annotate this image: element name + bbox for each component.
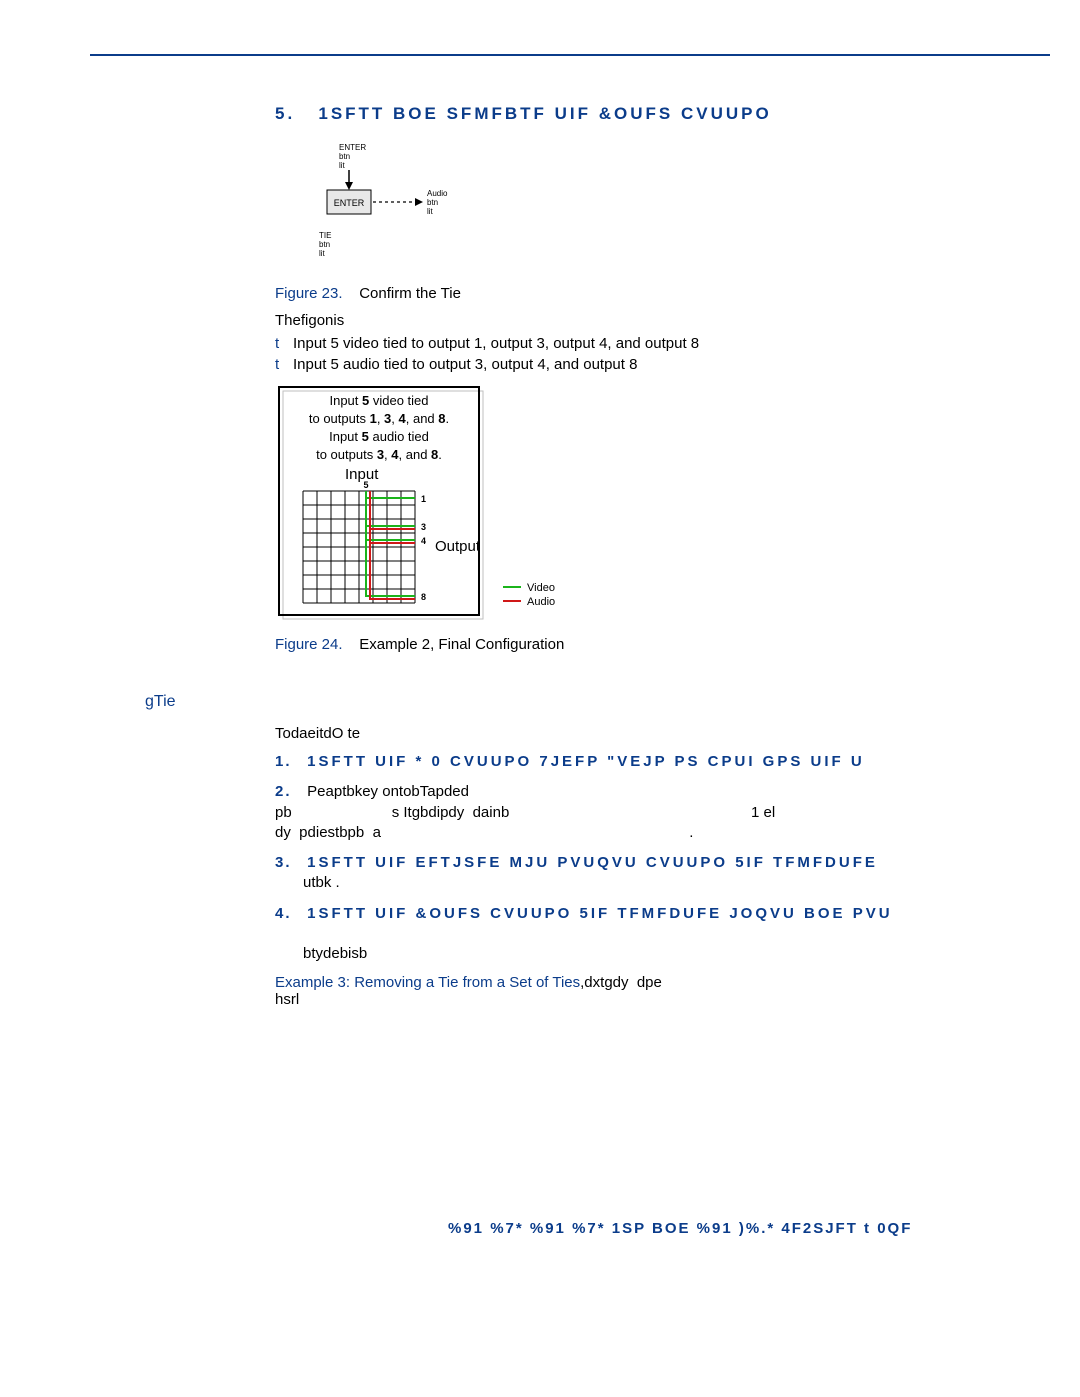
example-3-line: Example 3: Removing a Tie from a Set of …	[275, 974, 1055, 1008]
figure-23-label: Figure 23.	[275, 285, 343, 302]
input-tick-5: 5	[363, 480, 368, 490]
step-4: 4. 1SFTT UIF &OUFS CVUUPO 5IF TFMFDUFE J…	[275, 904, 1055, 965]
enter-button-label: ENTER	[334, 198, 365, 208]
step-4-text: 1SFTT UIF &OUFS CVUUPO 5IF TFMFDUFE JOQV…	[307, 905, 892, 922]
grid-diagram: Input 5 video tied to outputs 1, 3, 4, a…	[275, 383, 1055, 628]
figure-24-label: Figure 24.	[275, 636, 343, 653]
removing-intro: TodaeitdO te	[275, 725, 1055, 742]
legend: Video Audio	[503, 582, 555, 608]
removing-steps: 1. 1SFTT UIF * 0 CVUUPO 7JEFP "VEJP PS C…	[275, 752, 1055, 964]
enter-right-label-2: btn	[427, 198, 438, 207]
bullet-list: tInput 5 video tied to output 1, output …	[275, 335, 1055, 373]
enter-bottom-label-1: TIE	[319, 231, 331, 240]
legend-video-label: Video	[527, 582, 555, 594]
enter-top-label-2: btn	[339, 152, 350, 161]
bullet-item: tInput 5 audio tied to output 3, output …	[275, 356, 1055, 373]
bullet-text-1: Input 5 video tied to output 1, output 3…	[293, 335, 699, 352]
config-label: Thefigonis	[275, 312, 1055, 329]
arrow-down-head-icon	[345, 182, 353, 190]
removing-tie-heading: gTie	[145, 693, 1055, 711]
step-5-heading: 5. 1SFTT BOE SFMFBTF UIF &OUFS CVUUPO	[275, 104, 1055, 124]
bullet-marker: t	[275, 335, 293, 352]
bullet-marker: t	[275, 356, 293, 373]
enter-right-label-1: Audio	[427, 189, 448, 198]
example-3-link[interactable]: Example 3: Removing a Tie from a Set of …	[275, 974, 580, 991]
enter-top-label-3: lit	[339, 161, 346, 170]
main-content: 5. 1SFTT BOE SFMFBTF UIF &OUFS CVUUPO EN…	[275, 104, 1055, 1008]
enter-diagram: ENTER btn lit ENTER Audio btn lit TIE bt…	[299, 140, 1055, 275]
step-5-number: 5.	[275, 104, 295, 123]
step-num: 3.	[275, 853, 303, 873]
enter-bottom-label-2: btn	[319, 240, 330, 249]
output-tick-4: 4	[421, 536, 426, 546]
enter-bottom-label-3: lit	[319, 249, 326, 258]
box-text-2: to outputs 1, 3, 4, and 8.	[309, 411, 449, 426]
step-4-plain: btydebisb	[303, 924, 1055, 965]
bullet-item: tInput 5 video tied to output 1, output …	[275, 335, 1055, 352]
step-3-text: 1SFTT UIF EFTJSFE MJU PVUQVU CVUUPO 5IF …	[307, 854, 878, 871]
step-3-plain: utbk .	[303, 874, 340, 891]
output-tick-1: 1	[421, 494, 426, 504]
box-text-3: Input 5 audio tied	[329, 429, 429, 444]
output-tick-8: 8	[421, 592, 426, 602]
axis-output-label: Output	[435, 538, 481, 555]
grid-diagram-svg: Input 5 video tied to outputs 1, 3, 4, a…	[275, 383, 615, 623]
step-num: 1.	[275, 752, 303, 772]
output-tick-3: 3	[421, 522, 426, 532]
enter-top-label-1: ENTER	[339, 143, 366, 152]
step-1: 1. 1SFTT UIF * 0 CVUUPO 7JEFP "VEJP PS C…	[275, 752, 1055, 772]
legend-audio-label: Audio	[527, 596, 555, 608]
step-2: 2. Peaptbkey ontobTapded pb s Itgbdipdy …	[275, 782, 1055, 843]
step-3: 3. 1SFTT UIF EFTJSFE MJU PVUQVU CVUUPO 5…	[275, 853, 1055, 894]
step-num: 2.	[275, 782, 303, 802]
figure-23-text: Confirm the Tie	[359, 285, 461, 302]
enter-right-label-3: lit	[427, 207, 434, 216]
bullet-text-2: Input 5 audio tied to output 3, output 4…	[293, 356, 637, 373]
box-text-1: Input 5 video tied	[329, 393, 428, 408]
top-rule	[90, 54, 1050, 56]
box-text-4: to outputs 3, 4, and 8.	[316, 447, 442, 462]
enter-diagram-svg: ENTER btn lit ENTER Audio btn lit TIE bt…	[299, 140, 499, 270]
step-5-text: 1SFTT BOE SFMFBTF UIF &OUFS CVUUPO	[318, 104, 771, 123]
figure-24-text: Example 2, Final Configuration	[359, 636, 564, 653]
arrow-right-head-icon	[415, 198, 423, 206]
page-footer: %91 %7* %91 %7* 1SP BOE %91 )%.* 4F2SJFT…	[448, 1220, 1078, 1237]
step-num: 4.	[275, 904, 303, 924]
figure-24-caption: Figure 24. Example 2, Final Configuratio…	[275, 636, 1055, 653]
axis-input-label: Input	[345, 466, 379, 483]
figure-23-caption: Figure 23. Confirm the Tie	[275, 285, 1055, 302]
step-1-text: 1SFTT UIF * 0 CVUUPO 7JEFP "VEJP PS CPUI…	[307, 753, 865, 770]
step-2-text: Peaptbkey ontobTapded pb s Itgbdipdy dai…	[275, 783, 775, 841]
